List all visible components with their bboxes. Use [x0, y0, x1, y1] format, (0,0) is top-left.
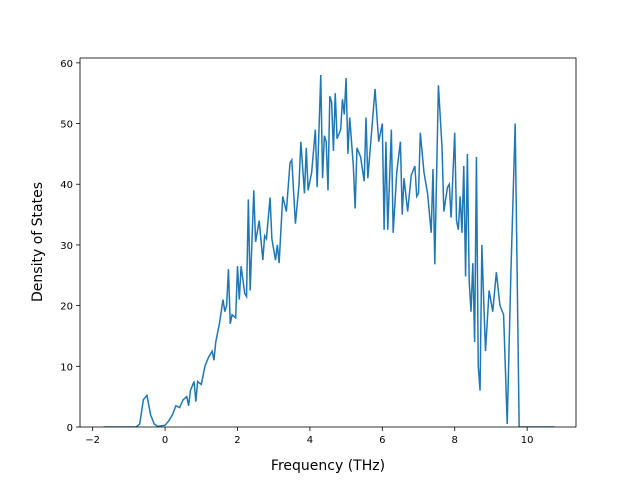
- y-axis-label: Density of States: [30, 182, 46, 302]
- x-tick-label: 0: [162, 435, 168, 446]
- x-tick-label: 10: [521, 435, 534, 446]
- data-line: [103, 74, 555, 427]
- y-tick-label: 50: [60, 120, 73, 131]
- x-tick-label: −2: [85, 435, 100, 446]
- y-tick-label: 0: [67, 423, 73, 434]
- y-tick-label: 60: [60, 59, 73, 70]
- x-tick-label: 6: [379, 435, 385, 446]
- y-tick-label: 30: [60, 241, 73, 252]
- y-tick-label: 20: [60, 302, 73, 313]
- x-tick-label: 2: [234, 435, 240, 446]
- x-tick-label: 4: [307, 435, 313, 446]
- x-axis-label: Frequency (THz): [271, 458, 385, 474]
- x-tick-label: 8: [452, 435, 458, 446]
- plot-frame: [79, 57, 577, 428]
- y-tick-label: 40: [60, 180, 73, 191]
- y-tick-label: 10: [60, 362, 73, 373]
